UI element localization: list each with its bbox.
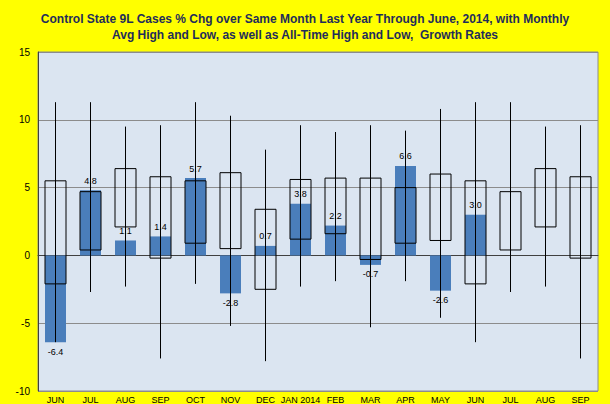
svg-text:-2.6: -2.6 — [432, 295, 449, 306]
svg-text:2.2: 2.2 — [329, 211, 342, 222]
svg-text:-5: -5 — [21, 318, 30, 329]
svg-text:5: 5 — [24, 182, 30, 193]
svg-text:JUL: JUL — [502, 395, 518, 404]
svg-text:0: 0 — [24, 250, 30, 261]
svg-text:Control State 9L Cases % Chg o: Control State 9L Cases % Chg over Same M… — [41, 12, 570, 26]
svg-text:FEB: FEB — [327, 395, 345, 404]
svg-text:DEC: DEC — [256, 395, 276, 404]
svg-text:15: 15 — [19, 47, 31, 58]
svg-text:1.1: 1.1 — [119, 226, 132, 236]
svg-text:3.0: 3.0 — [469, 200, 482, 211]
svg-text:6.6: 6.6 — [399, 151, 412, 162]
svg-text:APR: APR — [396, 395, 415, 404]
svg-text:JUN: JUN — [47, 395, 65, 404]
svg-text:-6.4: -6.4 — [48, 347, 64, 357]
svg-text:-2.8: -2.8 — [222, 297, 239, 308]
svg-text:10: 10 — [19, 114, 31, 125]
svg-text:OCT: OCT — [186, 395, 206, 404]
svg-text:AUG: AUG — [116, 395, 136, 404]
svg-text:MAY: MAY — [431, 395, 450, 404]
svg-text:Avg High and Low, as well as A: Avg High and Low, as well as All-Time Hi… — [112, 28, 498, 42]
svg-text:-0.7: -0.7 — [362, 269, 379, 280]
svg-text:SEP: SEP — [151, 395, 169, 404]
svg-text:JUL: JUL — [82, 395, 98, 404]
svg-text:1.4: 1.4 — [154, 221, 167, 232]
svg-text:4.8: 4.8 — [84, 175, 97, 186]
svg-text:-10: -10 — [16, 386, 31, 397]
svg-text:NOV: NOV — [221, 395, 241, 404]
svg-text:MAR: MAR — [361, 395, 382, 404]
svg-text:3.8: 3.8 — [294, 189, 307, 200]
svg-text:JAN 2014: JAN 2014 — [281, 395, 321, 404]
svg-text:SEP: SEP — [571, 395, 589, 404]
svg-text:0.7: 0.7 — [259, 231, 272, 242]
svg-text:AUG: AUG — [536, 395, 556, 404]
svg-text:5.7: 5.7 — [189, 163, 202, 174]
svg-text:JUN: JUN — [467, 395, 485, 404]
